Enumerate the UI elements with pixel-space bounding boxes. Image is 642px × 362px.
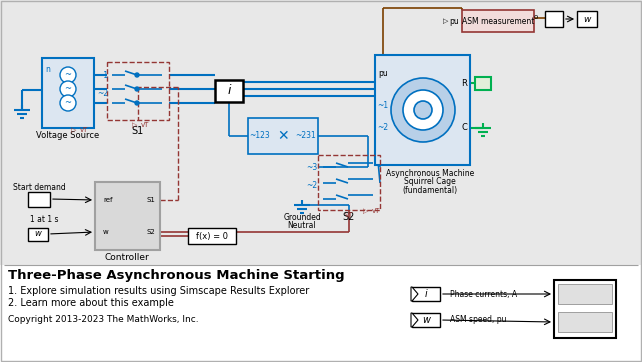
Text: f(x) = 0: f(x) = 0 [196, 232, 228, 240]
Text: i: i [424, 289, 428, 299]
Bar [412, 313, 440, 327]
Text: ASM speed, pu: ASM speed, pu [450, 316, 507, 324]
Text: pu: pu [378, 68, 388, 77]
Text: w: w [584, 14, 591, 24]
Bar [558, 312, 612, 332]
Text: S1: S1 [146, 197, 155, 203]
Text: ~: ~ [64, 71, 71, 80]
Text: i: i [227, 84, 230, 97]
Circle shape [135, 73, 139, 77]
Text: Asynchronous Machine: Asynchronous Machine [386, 168, 474, 177]
Bar [545, 11, 563, 27]
Text: w: w [35, 230, 42, 239]
Bar [375, 55, 470, 165]
Bar [0, 265, 642, 362]
Text: Voltage Source: Voltage Source [37, 130, 100, 139]
Text: 2. Learn more about this example: 2. Learn more about this example [8, 298, 174, 308]
Circle shape [60, 67, 76, 83]
Text: pu: pu [449, 17, 459, 25]
Circle shape [135, 87, 139, 91]
Text: ref: ref [103, 197, 112, 203]
Bar [215, 80, 243, 102]
Bar [0, 0, 642, 265]
Text: ~1: ~1 [377, 101, 388, 109]
Text: Squirrel Cage: Squirrel Cage [404, 177, 456, 186]
Text: S2: S2 [146, 229, 155, 235]
Text: vT: vT [372, 208, 380, 214]
Text: 1 at 1 s: 1 at 1 s [30, 215, 58, 224]
Text: ~231: ~231 [295, 131, 317, 140]
Text: ✕: ✕ [277, 129, 289, 143]
FancyArrow shape [411, 287, 418, 301]
Text: ▷: ▷ [132, 122, 137, 128]
Bar [462, 10, 534, 32]
Text: w: w [103, 229, 108, 235]
Text: Controller: Controller [105, 253, 150, 262]
Text: n: n [46, 64, 51, 73]
Text: 1. Explore simulation results using Simscape Results Explorer: 1. Explore simulation results using Sims… [8, 286, 309, 296]
Text: vT: vT [345, 212, 353, 218]
Bar [412, 287, 440, 301]
Circle shape [403, 90, 443, 130]
Text: w: w [422, 315, 430, 325]
Text: ~: ~ [64, 84, 71, 93]
Bar [42, 58, 94, 128]
Text: ~2: ~2 [377, 123, 388, 132]
Bar [95, 182, 160, 250]
Circle shape [391, 78, 455, 142]
Text: ▷: ▷ [444, 18, 449, 24]
Text: ~1: ~1 [98, 71, 108, 80]
Bar [28, 192, 50, 207]
Text: Neutral: Neutral [288, 222, 317, 231]
FancyArrow shape [411, 313, 418, 327]
Bar [188, 228, 236, 244]
Text: vT: vT [80, 127, 89, 133]
Text: Copyright 2013-2023 The MathWorks, Inc.: Copyright 2013-2023 The MathWorks, Inc. [8, 316, 198, 324]
Bar [28, 228, 48, 241]
Text: ~2: ~2 [98, 88, 108, 97]
Circle shape [135, 101, 139, 105]
Text: o: o [534, 14, 538, 20]
Text: ~: ~ [64, 98, 71, 108]
Bar [554, 280, 616, 338]
Text: ▷: ▷ [71, 127, 76, 133]
Bar [248, 118, 318, 154]
Text: (fundamental): (fundamental) [403, 186, 458, 195]
Text: ASM measurement: ASM measurement [462, 17, 534, 25]
Text: ~3: ~3 [306, 163, 318, 172]
Text: S2: S2 [343, 212, 355, 222]
Text: C: C [461, 123, 467, 132]
Text: Grounded: Grounded [283, 214, 321, 223]
Bar [107, 62, 169, 120]
Text: Start demand: Start demand [13, 182, 65, 191]
Bar [558, 284, 612, 304]
Circle shape [60, 81, 76, 97]
Circle shape [60, 95, 76, 111]
Text: Three-Phase Asynchronous Machine Starting: Three-Phase Asynchronous Machine Startin… [8, 269, 345, 282]
Text: ~2: ~2 [306, 181, 318, 189]
Text: S1: S1 [132, 126, 144, 136]
Bar [475, 77, 491, 90]
Bar [318, 155, 380, 210]
Circle shape [414, 101, 432, 119]
Text: R: R [461, 79, 467, 88]
Bar [577, 11, 597, 27]
Text: vT: vT [141, 122, 150, 128]
Text: Phase currents, A: Phase currents, A [450, 290, 517, 299]
Text: ▷: ▷ [363, 208, 369, 214]
Text: ~123: ~123 [250, 131, 270, 140]
